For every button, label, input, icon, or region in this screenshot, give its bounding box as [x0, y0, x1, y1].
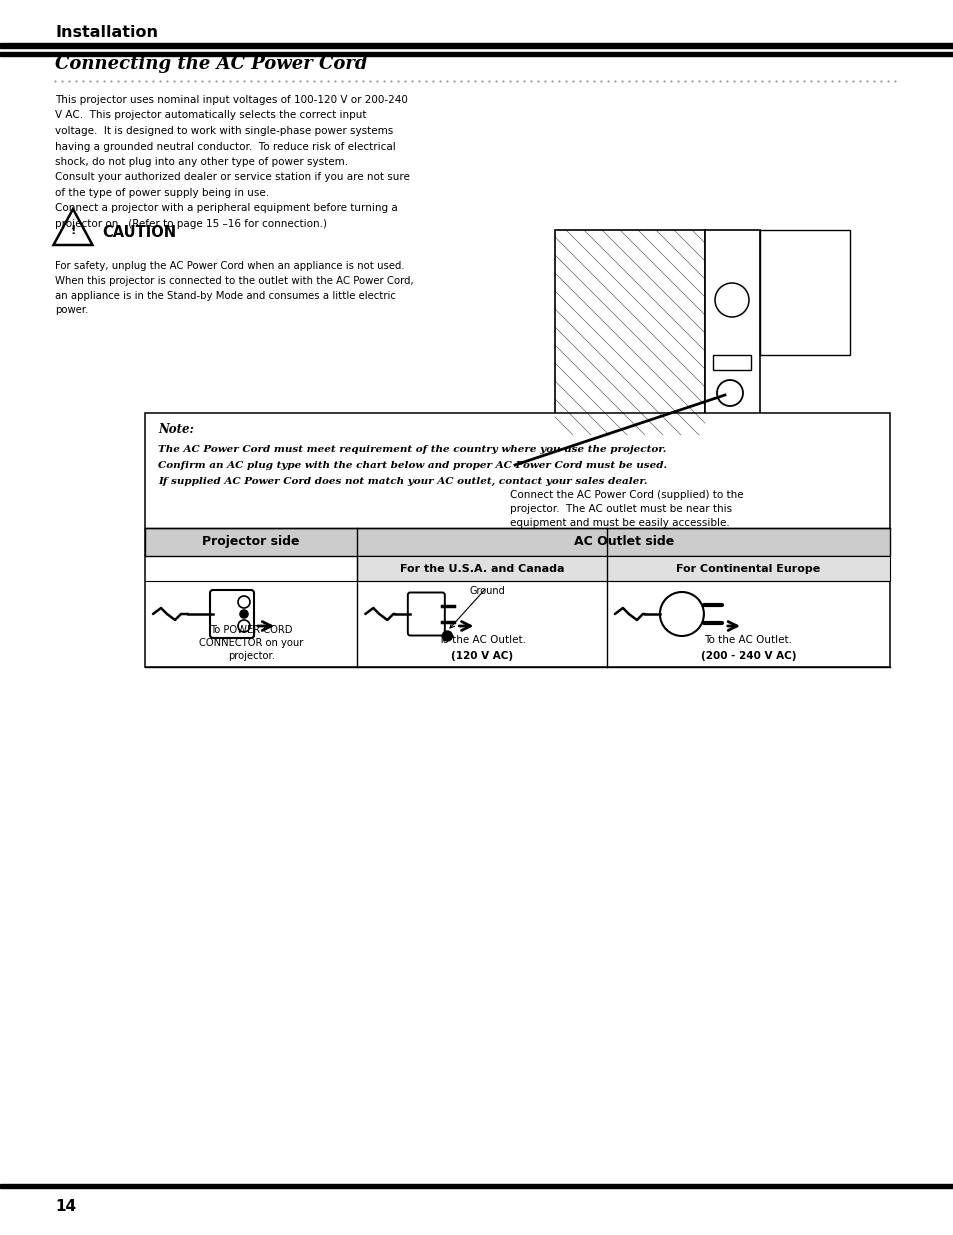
Bar — [555, 230, 704, 435]
Text: Projector side: Projector side — [202, 536, 299, 548]
Text: CAUTION: CAUTION — [102, 225, 176, 240]
Text: For safety, unplug the AC Power Cord when an appliance is not used.: For safety, unplug the AC Power Cord whe… — [55, 261, 404, 270]
Bar — [357, 556, 889, 580]
Text: Confirm an AC plug type with the chart below and proper AC Power Cord must be us: Confirm an AC plug type with the chart b… — [158, 461, 666, 471]
Bar — [0, 42, 953, 48]
Text: V AC.  This projector automatically selects the correct input: V AC. This projector automatically selec… — [55, 110, 366, 121]
Text: Consult your authorized dealer or service station if you are not sure: Consult your authorized dealer or servic… — [55, 173, 410, 183]
Text: To POWER CORD
CONNECTOR on your
projector.: To POWER CORD CONNECTOR on your projecto… — [199, 625, 303, 661]
Text: Note:: Note: — [158, 424, 193, 436]
Text: This projector uses nominal input voltages of 100-120 V or 200-240: This projector uses nominal input voltag… — [55, 95, 408, 105]
Text: Connect a projector with a peripheral equipment before turning a: Connect a projector with a peripheral eq… — [55, 204, 397, 214]
Text: The AC Power Cord must meet requirement of the country where you use the project: The AC Power Cord must meet requirement … — [158, 445, 666, 454]
Text: For Continental Europe: For Continental Europe — [676, 563, 820, 573]
FancyBboxPatch shape — [407, 593, 444, 636]
Text: power.: power. — [55, 305, 89, 315]
Bar — [145, 529, 889, 556]
Text: having a grounded neutral conductor.  To reduce risk of electrical: having a grounded neutral conductor. To … — [55, 142, 395, 152]
Text: voltage.  It is designed to work with single-phase power systems: voltage. It is designed to work with sin… — [55, 126, 393, 136]
Circle shape — [239, 610, 248, 619]
Bar — [704, 230, 760, 435]
Text: Connecting the AC Power Cord: Connecting the AC Power Cord — [55, 56, 367, 73]
Bar — [145, 412, 889, 667]
FancyBboxPatch shape — [210, 590, 253, 638]
Text: Installation: Installation — [55, 25, 158, 40]
Text: Connect the AC Power Cord (supplied) to the
projector.  The AC outlet must be ne: Connect the AC Power Cord (supplied) to … — [510, 490, 742, 529]
Bar — [0, 1184, 953, 1188]
Bar — [760, 230, 849, 354]
Text: To the AC Outlet.: To the AC Outlet. — [703, 635, 792, 645]
Text: (120 V AC): (120 V AC) — [451, 651, 513, 661]
Text: If supplied AC Power Cord does not match your AC outlet, contact your sales deal: If supplied AC Power Cord does not match… — [158, 478, 647, 487]
Circle shape — [442, 631, 452, 641]
Text: of the type of power supply being in use.: of the type of power supply being in use… — [55, 188, 269, 198]
Text: !: ! — [71, 224, 75, 236]
Bar — [0, 52, 953, 56]
Bar — [712, 354, 750, 370]
Text: (200 - 240 V AC): (200 - 240 V AC) — [700, 651, 796, 661]
Text: To the AC Outlet.: To the AC Outlet. — [437, 635, 525, 645]
Text: AC Outlet side: AC Outlet side — [573, 536, 673, 548]
Text: When this projector is connected to the outlet with the AC Power Cord,: When this projector is connected to the … — [55, 275, 414, 285]
Text: 14: 14 — [55, 1199, 76, 1214]
Text: projector on.  (Refer to page 15 –16 for connection.): projector on. (Refer to page 15 –16 for … — [55, 219, 327, 228]
Text: Ground: Ground — [469, 585, 504, 597]
Text: For the U.S.A. and Canada: For the U.S.A. and Canada — [399, 563, 564, 573]
Text: shock, do not plug into any other type of power system.: shock, do not plug into any other type o… — [55, 157, 348, 167]
Text: an appliance is in the Stand-by Mode and consumes a little electric: an appliance is in the Stand-by Mode and… — [55, 290, 395, 300]
